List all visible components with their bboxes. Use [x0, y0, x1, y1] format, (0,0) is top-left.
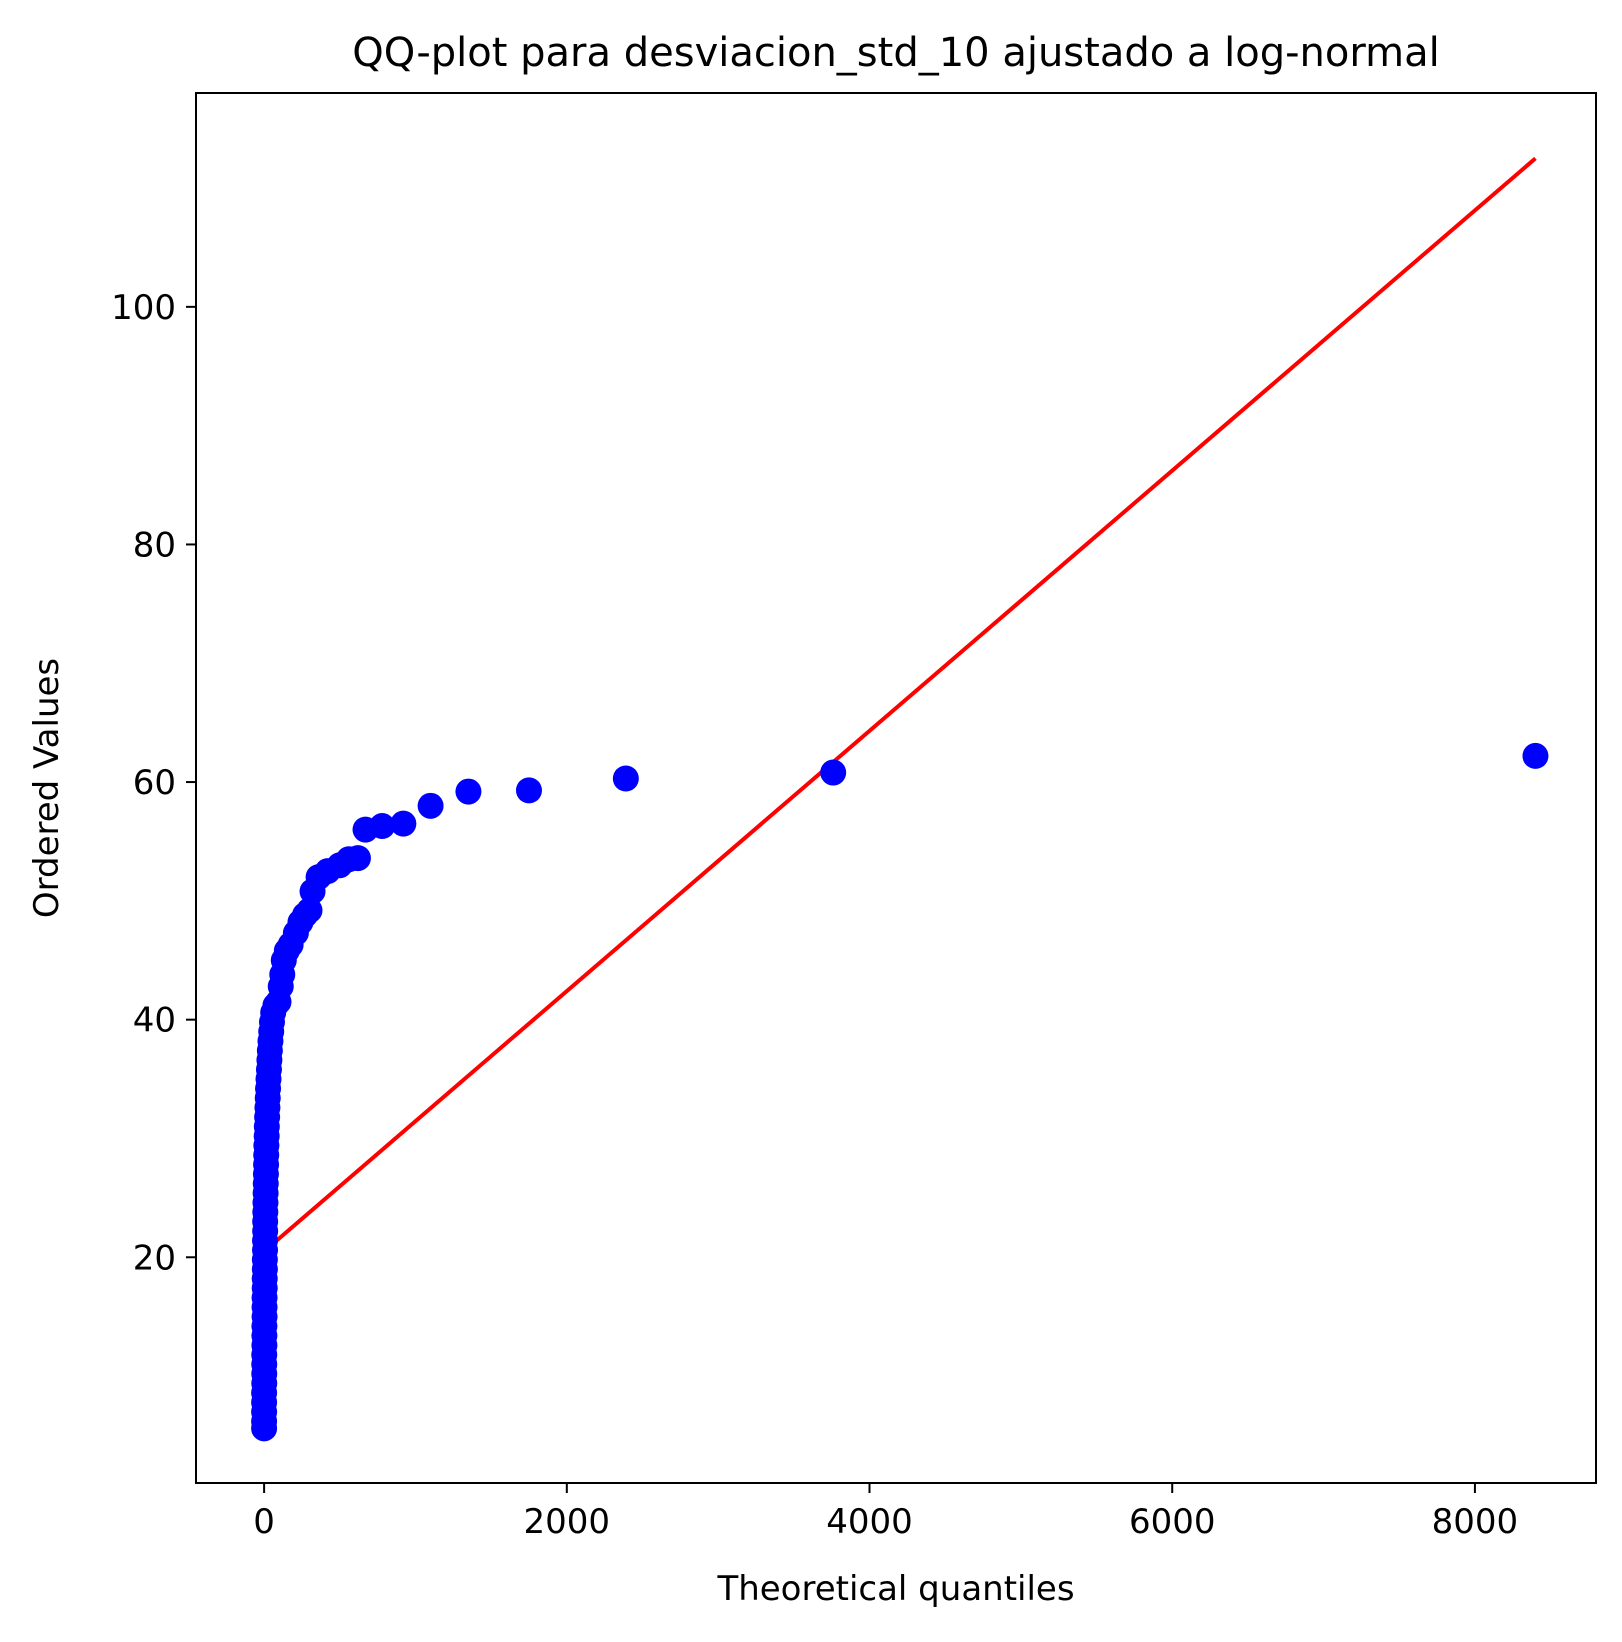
x-tick-label: 2000 [524, 1502, 611, 1542]
scatter-points-layer [251, 742, 1549, 1442]
data-point [820, 759, 847, 786]
x-axis: 0 2000 4000 6000 8000 [253, 1483, 1518, 1542]
chart-title: QQ-plot para desviacion_std_10 ajustado … [352, 30, 1439, 76]
axes-frame [195, 92, 1597, 1484]
y-tick-label: 100 [111, 288, 176, 328]
y-axis: 20 40 60 80 100 [111, 288, 196, 1278]
data-point [515, 777, 542, 804]
data-point [344, 845, 371, 872]
plot-area [195, 92, 1597, 1484]
data-point [390, 810, 417, 837]
y-tick-label: 60 [133, 763, 176, 803]
x-axis-label: Theoretical quantiles [716, 1569, 1074, 1609]
x-tick-label: 6000 [1129, 1502, 1216, 1542]
x-tick-label: 4000 [826, 1502, 913, 1542]
y-tick-label: 80 [133, 525, 176, 565]
data-point [369, 813, 396, 840]
y-tick-label: 40 [133, 1001, 176, 1041]
x-tick-label: 0 [253, 1502, 275, 1542]
data-point [612, 765, 639, 792]
fit-line [262, 156, 1537, 1253]
data-point [455, 778, 482, 805]
data-point [1522, 742, 1549, 769]
y-tick-label: 20 [133, 1238, 176, 1278]
data-point [417, 792, 444, 819]
y-axis-label: Ordered Values [27, 658, 67, 918]
x-tick-label: 8000 [1432, 1502, 1519, 1542]
fit-line-layer [262, 156, 1537, 1253]
